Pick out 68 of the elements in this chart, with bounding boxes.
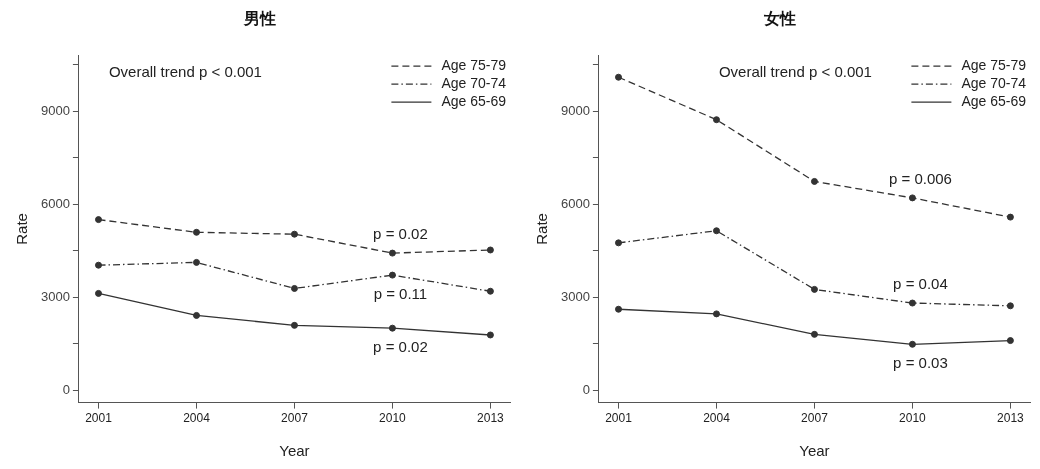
point: [192, 258, 200, 266]
chart-title: 男性: [243, 10, 276, 28]
annotation: p = 0.006: [888, 170, 952, 188]
x-tick-label: 2013: [997, 411, 1025, 426]
point: [908, 194, 916, 202]
point: [1006, 213, 1014, 221]
legend-label: Age 70-74: [441, 75, 507, 92]
y-axis-title: Rate: [533, 213, 551, 245]
y-tick-label: 9000: [41, 102, 70, 118]
point: [908, 299, 916, 307]
point: [908, 340, 916, 348]
point: [486, 331, 494, 339]
point: [95, 261, 103, 269]
y-tick-label: 9000: [561, 102, 590, 118]
point: [712, 227, 720, 235]
y-tick-label: 3000: [561, 288, 590, 304]
point: [615, 305, 623, 313]
x-tick-label: 2010: [379, 411, 407, 426]
x-tick-label: 2004: [183, 411, 211, 426]
x-axis-title: Year: [279, 442, 310, 460]
point: [95, 216, 103, 224]
point: [1006, 337, 1014, 345]
y-tick-label: 6000: [41, 195, 70, 211]
point: [388, 271, 396, 279]
point: [486, 246, 494, 254]
legend-label: Age 70-74: [961, 75, 1027, 92]
point: [615, 73, 623, 81]
x-tick-label: 2010: [899, 411, 927, 426]
point: [95, 289, 103, 297]
point: [290, 230, 298, 238]
legend-label: Age 75-79: [441, 57, 507, 74]
point: [192, 228, 200, 236]
y-axis-title: Rate: [13, 213, 31, 245]
point: [388, 249, 396, 257]
legend-label: Age 65-69: [441, 93, 507, 110]
x-tick-label: 2013: [477, 411, 505, 426]
point: [712, 310, 720, 318]
point: [290, 284, 298, 292]
annotation: p = 0.11: [373, 285, 428, 303]
legend-label: Age 75-79: [961, 57, 1027, 74]
annotation: p = 0.04: [893, 275, 948, 293]
point: [810, 330, 818, 338]
annotation: p = 0.02: [373, 338, 428, 356]
annotation: Overall trend p < 0.001: [718, 63, 872, 81]
annotation: p = 0.03: [893, 354, 948, 372]
legend-label: Age 65-69: [961, 93, 1027, 110]
point: [615, 239, 623, 247]
x-tick-label: 2001: [85, 411, 113, 426]
point: [192, 311, 200, 319]
x-tick-label: 2007: [281, 411, 309, 426]
point: [1006, 302, 1014, 310]
point: [290, 321, 298, 329]
y-tick-label: 6000: [561, 195, 590, 211]
y-tick-label: 0: [582, 381, 590, 397]
x-tick-label: 2007: [801, 411, 829, 426]
point: [712, 116, 720, 124]
x-tick-label: 2004: [703, 411, 731, 426]
point: [810, 285, 818, 293]
point: [810, 177, 818, 185]
x-tick-label: 2001: [605, 411, 633, 426]
y-tick-label: 3000: [41, 288, 70, 304]
annotation: p = 0.02: [373, 225, 428, 243]
annotation: Overall trend p < 0.001: [108, 63, 262, 81]
chart-title: 女性: [763, 10, 796, 28]
point: [486, 287, 494, 295]
y-tick-label: 0: [62, 381, 70, 397]
point: [388, 324, 396, 332]
x-axis-title: Year: [799, 442, 830, 460]
